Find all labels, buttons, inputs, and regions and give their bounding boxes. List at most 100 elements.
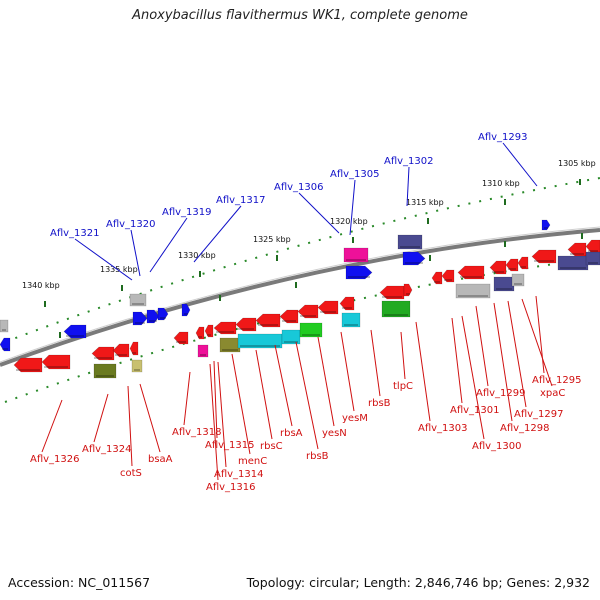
gene-arrow[interactable] [505, 258, 519, 272]
leader-line [349, 179, 356, 236]
leader-line [183, 371, 191, 426]
gene-label-reverse[interactable]: yesN [322, 428, 347, 439]
gene-label-reverse[interactable]: Aflv_1301 [450, 405, 500, 416]
gene-label-forward[interactable]: Aflv_1306 [274, 182, 324, 193]
gene-block[interactable] [281, 329, 301, 345]
leader-line [340, 331, 355, 412]
leader-line [255, 349, 273, 440]
gene-label-reverse[interactable]: Aflv_1303 [418, 423, 468, 434]
gene-label-reverse[interactable]: cotS [120, 468, 142, 479]
gene-block[interactable] [299, 322, 323, 338]
gene-label-reverse[interactable]: Aflv_1297 [514, 409, 564, 420]
gene-arrow[interactable] [567, 242, 587, 257]
gene-block[interactable] [511, 273, 525, 287]
gene-arrow[interactable] [204, 324, 214, 338]
gene-arrow[interactable] [345, 265, 373, 280]
gene-label-forward[interactable]: Aflv_1302 [384, 156, 434, 167]
gene-label-reverse[interactable]: Aflv_1300 [472, 441, 522, 452]
gene-label-reverse[interactable]: Aflv_1295 [532, 375, 582, 386]
gene-label-reverse[interactable]: bsaA [148, 454, 173, 465]
gene-block[interactable] [557, 255, 589, 271]
gene-label-reverse[interactable]: Aflv_1324 [82, 444, 132, 455]
scale-label: 1310 kbp [482, 179, 520, 188]
leader-line [502, 142, 538, 187]
gene-block[interactable] [237, 333, 283, 349]
gene-block[interactable] [585, 251, 600, 266]
leader-line [41, 399, 63, 453]
gene-arrow[interactable] [441, 269, 455, 283]
gene-label-reverse[interactable]: menC [238, 456, 267, 467]
gene-label-reverse[interactable]: xpaC [540, 388, 565, 399]
gene-block[interactable] [397, 234, 423, 250]
gene-label-reverse[interactable]: tlpC [393, 381, 413, 392]
gene-label-reverse[interactable]: Aflv_1298 [500, 423, 550, 434]
gene-label-reverse[interactable]: Aflv_1318 [172, 427, 222, 438]
gene-label-forward[interactable]: Aflv_1293 [478, 132, 528, 143]
gene-block[interactable] [93, 363, 117, 379]
gene-arrow[interactable] [195, 326, 205, 340]
gene-arrow[interactable] [181, 303, 191, 317]
gene-block[interactable] [341, 312, 361, 328]
gene-arrow[interactable] [235, 317, 257, 332]
gene-arrow[interactable] [173, 331, 189, 345]
map-title: Anoxybacillus flavithermus WK1, complete… [132, 8, 468, 23]
gene-block[interactable] [343, 247, 369, 263]
gene-arrow[interactable] [531, 249, 557, 264]
gene-arrow[interactable] [13, 357, 43, 373]
gene-arrow[interactable] [0, 337, 11, 352]
gene-label-reverse[interactable]: rbsA [280, 428, 303, 439]
leader-line [231, 353, 251, 455]
gene-block[interactable] [381, 300, 411, 318]
gene-block[interactable] [493, 276, 515, 292]
gene-arrow[interactable] [517, 256, 529, 270]
gene-label-reverse[interactable]: rbsB [368, 398, 391, 409]
gene-arrow[interactable] [489, 260, 507, 275]
gene-block[interactable] [131, 359, 143, 373]
gene-arrow[interactable] [157, 307, 169, 321]
gene-block[interactable] [219, 337, 241, 353]
gene-arrow[interactable] [339, 296, 355, 311]
gene-arrow[interactable] [132, 311, 148, 326]
gene-arrow[interactable] [41, 354, 71, 370]
gene-arrow[interactable] [402, 251, 426, 266]
gene-label-reverse[interactable]: rbsB [306, 451, 329, 462]
gene-block[interactable] [0, 319, 9, 333]
leader-line [406, 166, 410, 207]
gene-label-forward[interactable]: Aflv_1320 [106, 219, 156, 230]
gene-arrow[interactable] [255, 313, 281, 328]
gene-arrow[interactable] [541, 219, 551, 231]
gene-arrow[interactable] [112, 343, 130, 358]
gene-label-reverse[interactable]: Aflv_1299 [476, 388, 526, 399]
gene-arrow[interactable] [585, 239, 600, 254]
gene-arrow[interactable] [317, 300, 339, 315]
gene-arrow[interactable] [129, 341, 139, 356]
leader-line [74, 238, 133, 281]
gene-label-reverse[interactable]: Aflv_1314 [214, 469, 264, 480]
gene-label-reverse[interactable]: Aflv_1316 [206, 482, 256, 493]
scale-label: 1330 kbp [178, 251, 216, 260]
leader-line [213, 360, 218, 439]
gene-arrow[interactable] [63, 324, 87, 339]
gene-arrow[interactable] [457, 265, 485, 280]
gene-label-forward[interactable]: Aflv_1321 [50, 228, 100, 239]
gene-label-forward[interactable]: Aflv_1317 [216, 195, 266, 206]
gene-arrow[interactable] [403, 283, 413, 297]
gene-label-reverse[interactable]: Aflv_1315 [205, 440, 255, 451]
gene-label-reverse[interactable]: yesM [342, 413, 368, 424]
gene-block[interactable] [129, 293, 147, 307]
gene-label-reverse[interactable]: rbsC [260, 441, 283, 452]
gene-label-forward[interactable]: Aflv_1319 [162, 207, 212, 218]
gene-arrow[interactable] [379, 285, 405, 300]
gene-label-reverse[interactable]: Aflv_1326 [30, 454, 80, 465]
gene-label-forward[interactable]: Aflv_1305 [330, 169, 380, 180]
gene-arrow[interactable] [91, 346, 115, 361]
gene-block[interactable] [455, 283, 491, 299]
scale-label: 1305 kbp [558, 159, 596, 168]
gene-block[interactable] [197, 344, 209, 358]
gene-arrow[interactable] [279, 309, 299, 324]
gene-arrow[interactable] [146, 309, 160, 324]
gene-arrow[interactable] [213, 321, 237, 335]
gene-arrow[interactable] [431, 271, 443, 285]
gene-arrow[interactable] [297, 304, 319, 319]
